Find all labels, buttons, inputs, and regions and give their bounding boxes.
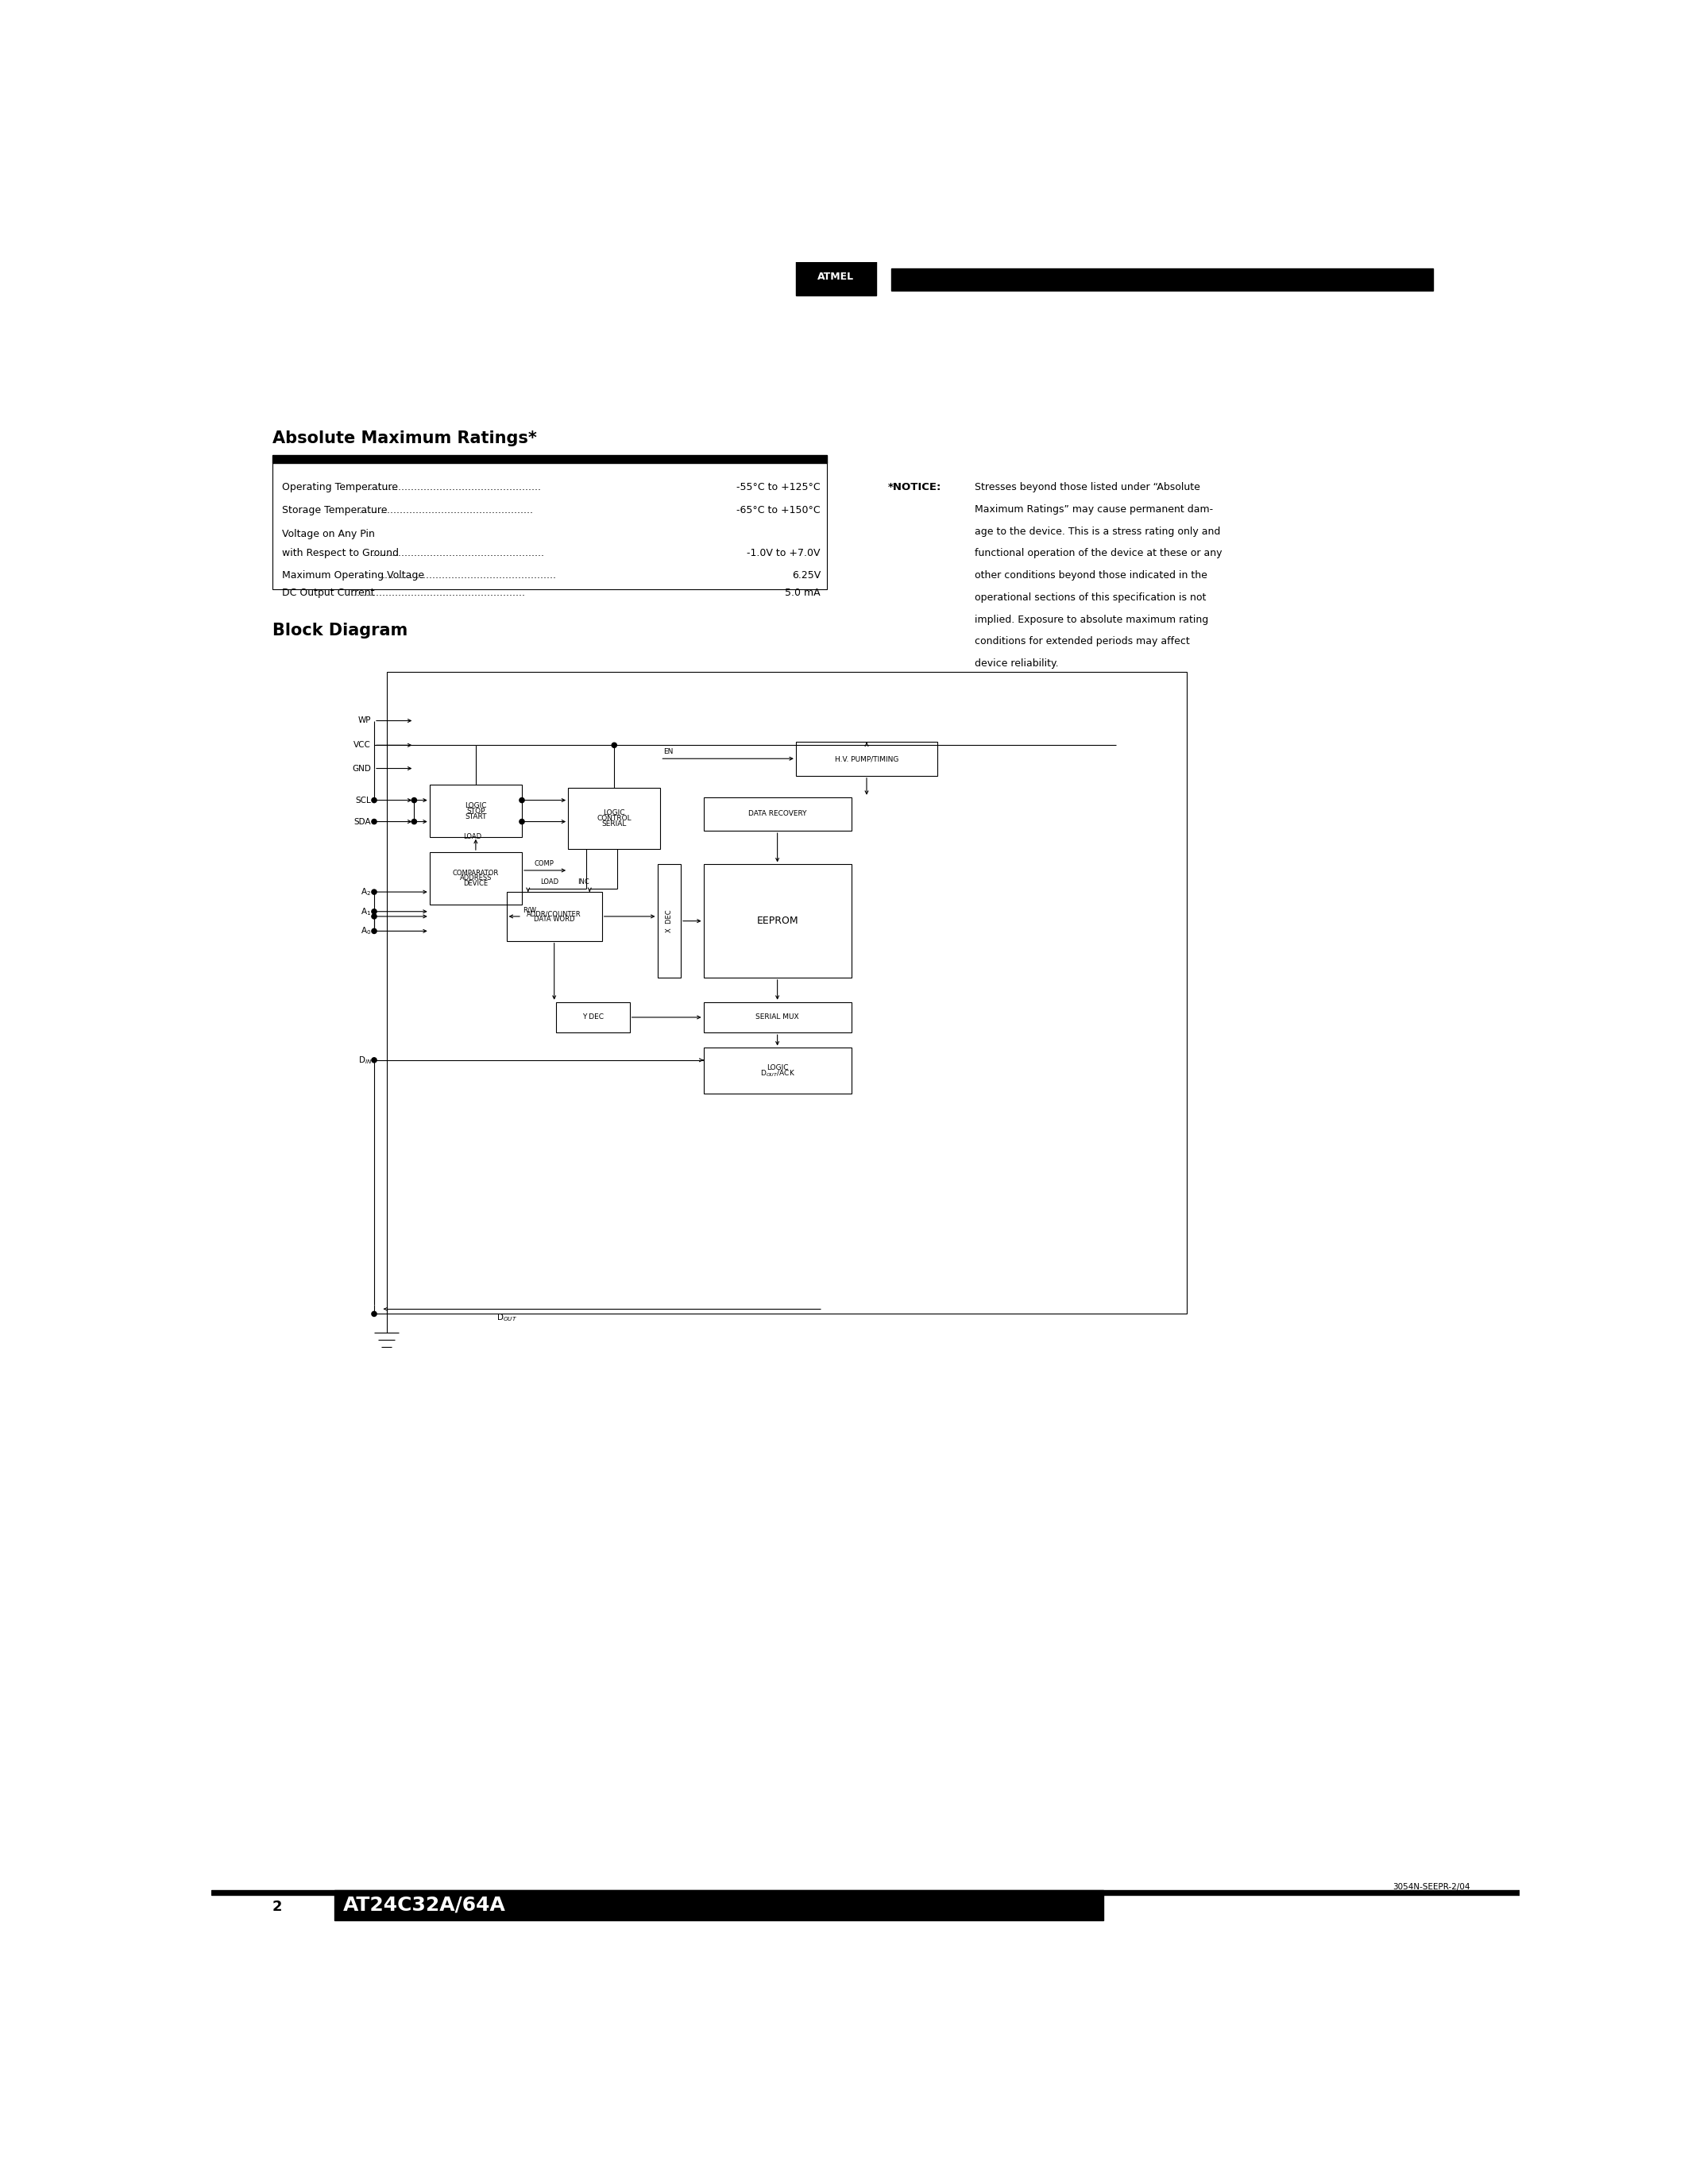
Text: LOAD: LOAD: [464, 832, 481, 841]
Text: ATMEL: ATMEL: [817, 271, 854, 282]
Text: Maximum Ratings” may cause permanent dam-: Maximum Ratings” may cause permanent dam…: [974, 505, 1212, 515]
Text: conditions for extended periods may affect: conditions for extended periods may affe…: [974, 636, 1190, 646]
Text: DEVICE: DEVICE: [463, 880, 488, 887]
Circle shape: [371, 913, 376, 919]
Text: SDA: SDA: [354, 817, 371, 826]
Bar: [387, 673, 1187, 1315]
Text: SCL: SCL: [356, 797, 371, 804]
Bar: [807, 236, 851, 253]
Text: A$_0$: A$_0$: [361, 926, 371, 937]
Text: ADDRESS: ADDRESS: [459, 874, 491, 882]
Text: .......................................................: ........................................…: [351, 587, 525, 598]
Bar: [569, 788, 660, 850]
Text: other conditions beyond those indicated in the: other conditions beyond those indicated …: [974, 570, 1207, 581]
Text: Y DEC: Y DEC: [582, 1013, 603, 1020]
Text: Absolute Maximum Ratings*: Absolute Maximum Ratings*: [272, 430, 537, 446]
Bar: [555, 1002, 630, 1033]
Text: .......................................................: ........................................…: [366, 483, 542, 494]
Text: LOGIC: LOGIC: [766, 1064, 788, 1072]
Text: age to the device. This is a stress rating only and: age to the device. This is a stress rati…: [974, 526, 1220, 537]
Text: Block Diagram: Block Diagram: [272, 622, 408, 638]
Bar: [704, 1048, 851, 1094]
Text: Operating Temperature: Operating Temperature: [282, 483, 398, 494]
Text: INC: INC: [577, 878, 589, 887]
Text: DATA RECOVERY: DATA RECOVERY: [748, 810, 807, 817]
Text: .......................................................: ........................................…: [381, 570, 557, 581]
Circle shape: [371, 928, 376, 933]
Text: D$_{OUT}$: D$_{OUT}$: [496, 1313, 517, 1324]
Circle shape: [520, 797, 525, 804]
Bar: [211, 1889, 1519, 1896]
Text: 5.0 mA: 5.0 mA: [785, 587, 820, 598]
Text: VCC: VCC: [354, 740, 371, 749]
Text: -1.0V to +7.0V: -1.0V to +7.0V: [748, 548, 820, 559]
Bar: [657, 865, 680, 978]
Text: SERIAL: SERIAL: [601, 821, 626, 828]
Text: *NOTICE:: *NOTICE:: [888, 483, 942, 494]
Circle shape: [412, 819, 417, 823]
Text: EN: EN: [663, 749, 674, 756]
Text: with Respect to Ground: with Respect to Ground: [282, 548, 398, 559]
Text: R/W: R/W: [523, 906, 537, 913]
Text: 3054N-SEEPR-2/04: 3054N-SEEPR-2/04: [1393, 1883, 1470, 1891]
Circle shape: [371, 819, 376, 823]
Text: -65°C to +150°C: -65°C to +150°C: [736, 505, 820, 515]
Text: LOAD: LOAD: [540, 878, 559, 887]
Text: .......................................................: ........................................…: [370, 548, 545, 559]
Text: COMP: COMP: [533, 860, 554, 867]
Bar: [272, 454, 827, 463]
Text: functional operation of the device at these or any: functional operation of the device at th…: [974, 548, 1222, 559]
Text: EEPROM: EEPROM: [756, 915, 798, 926]
Text: -55°C to +125°C: -55°C to +125°C: [736, 483, 820, 494]
Text: WP: WP: [358, 716, 371, 725]
Circle shape: [611, 743, 616, 747]
Circle shape: [371, 1310, 376, 1317]
Text: A$_1$: A$_1$: [361, 906, 371, 917]
Text: device reliability.: device reliability.: [974, 657, 1058, 668]
Circle shape: [520, 819, 525, 823]
Bar: [795, 743, 937, 775]
Bar: [891, 269, 1433, 290]
Bar: [334, 1889, 1104, 1920]
Text: 2: 2: [272, 1900, 282, 1913]
Text: Voltage on Any Pin: Voltage on Any Pin: [282, 529, 375, 539]
Circle shape: [371, 797, 376, 804]
Circle shape: [371, 1057, 376, 1064]
Text: START: START: [464, 812, 486, 819]
Text: A$_2$: A$_2$: [361, 887, 371, 898]
Circle shape: [371, 889, 376, 895]
Text: DATA WORD: DATA WORD: [533, 915, 574, 922]
Bar: [506, 891, 603, 941]
Text: operational sections of this specification is not: operational sections of this specificati…: [974, 592, 1205, 603]
Circle shape: [371, 909, 376, 913]
Text: Maximum Operating Voltage: Maximum Operating Voltage: [282, 570, 424, 581]
Bar: [795, 253, 876, 295]
Bar: [704, 865, 851, 978]
Text: D$_{IN}$: D$_{IN}$: [358, 1055, 373, 1066]
Bar: [704, 1002, 851, 1033]
Bar: [704, 797, 851, 830]
Text: ADDR/COUNTER: ADDR/COUNTER: [527, 911, 581, 917]
Bar: [272, 463, 827, 590]
Text: .......................................................: ........................................…: [358, 505, 533, 515]
Circle shape: [412, 797, 417, 804]
Text: Storage Temperature: Storage Temperature: [282, 505, 387, 515]
Bar: [429, 784, 522, 836]
Text: X  DEC: X DEC: [665, 909, 672, 933]
Text: DC Output Current: DC Output Current: [282, 587, 375, 598]
Text: LOGIC: LOGIC: [464, 802, 486, 808]
Text: D$_{OUT}$/ACK: D$_{OUT}$/ACK: [760, 1068, 795, 1079]
Text: COMPARATOR: COMPARATOR: [452, 869, 500, 876]
Text: Stresses beyond those listed under “Absolute: Stresses beyond those listed under “Abso…: [974, 483, 1200, 494]
Text: GND: GND: [353, 764, 371, 773]
Text: STOP: STOP: [466, 808, 484, 815]
Text: H.V. PUMP/TIMING: H.V. PUMP/TIMING: [834, 756, 898, 762]
Text: LOGIC: LOGIC: [603, 810, 625, 817]
Text: SERIAL MUX: SERIAL MUX: [756, 1013, 798, 1020]
Text: implied. Exposure to absolute maximum rating: implied. Exposure to absolute maximum ra…: [974, 614, 1209, 625]
Text: CONTROL: CONTROL: [598, 815, 631, 821]
Text: AT24C32A/64A: AT24C32A/64A: [343, 1896, 506, 1915]
Text: 6.25V: 6.25V: [792, 570, 820, 581]
Bar: [429, 852, 522, 904]
